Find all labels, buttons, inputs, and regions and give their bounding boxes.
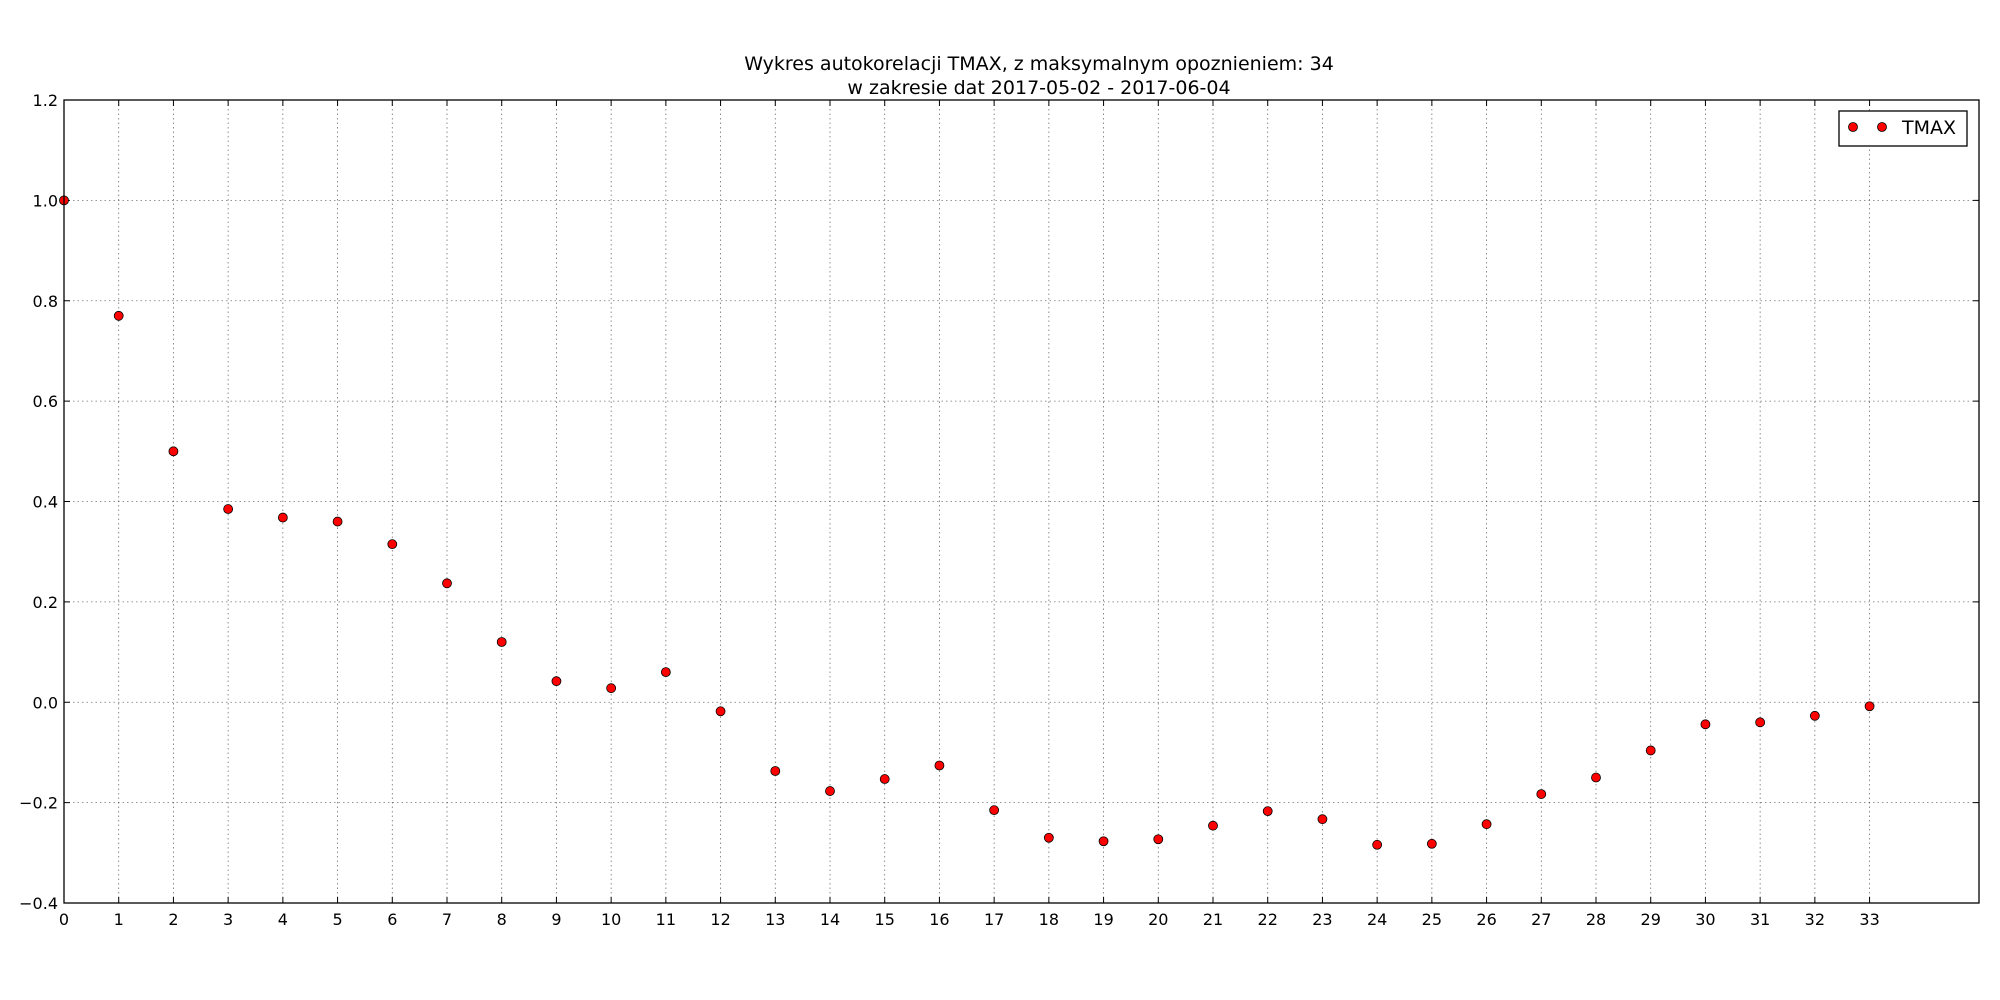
x-tick-label: 19 bbox=[1093, 910, 1113, 929]
y-tick-label: −0.4 bbox=[19, 894, 58, 913]
grid bbox=[63, 99, 1979, 904]
x-tick-label: 5 bbox=[332, 910, 342, 929]
x-tick-label: 15 bbox=[875, 910, 895, 929]
data-point bbox=[1755, 717, 1766, 728]
x-tick-label: 7 bbox=[442, 910, 452, 929]
y-tick-label: 1.0 bbox=[33, 191, 58, 210]
x-tick-label: 25 bbox=[1422, 910, 1442, 929]
x-tick-label: 12 bbox=[710, 910, 730, 929]
data-point bbox=[1098, 836, 1109, 847]
x-tick-label: 8 bbox=[497, 910, 507, 929]
data-point bbox=[1645, 745, 1656, 756]
x-tick-label: 18 bbox=[1039, 910, 1059, 929]
data-point bbox=[1262, 806, 1273, 817]
x-tick-label: 24 bbox=[1367, 910, 1387, 929]
legend-box bbox=[1838, 110, 1968, 147]
x-tick-label: 16 bbox=[929, 910, 949, 929]
x-tick-label: 0 bbox=[59, 910, 69, 929]
data-point bbox=[825, 786, 835, 796]
x-tick-label: 13 bbox=[765, 910, 785, 929]
data-point bbox=[1481, 819, 1492, 830]
data-point bbox=[1208, 820, 1218, 831]
y-tick-label: −0.2 bbox=[19, 794, 58, 813]
data-point bbox=[387, 539, 398, 550]
plot-frame bbox=[63, 99, 1980, 904]
x-tick-label: 6 bbox=[387, 910, 397, 929]
x-tick-label: 33 bbox=[1859, 910, 1879, 929]
data-point bbox=[715, 706, 726, 717]
data-point bbox=[223, 504, 234, 514]
x-tick-label: 26 bbox=[1476, 910, 1496, 929]
data-point bbox=[551, 676, 562, 687]
x-tick-label: 14 bbox=[820, 910, 840, 929]
data-point bbox=[1864, 701, 1875, 712]
chart-title: Wykres autokorelacji TMAX, z maksymalnym… bbox=[744, 53, 1334, 75]
x-tick-label: 4 bbox=[278, 910, 288, 929]
x-tick-label: 21 bbox=[1203, 910, 1223, 929]
data-point bbox=[1043, 832, 1054, 843]
x-tick-label: 22 bbox=[1258, 910, 1278, 929]
legend: TMAX bbox=[1838, 110, 1968, 147]
axis-ticks bbox=[63, 99, 1979, 904]
x-tick-label: 31 bbox=[1750, 910, 1770, 929]
data-point bbox=[1809, 710, 1820, 721]
data-point bbox=[606, 683, 617, 694]
x-tick-label: 3 bbox=[223, 910, 233, 929]
legend-marker bbox=[1877, 122, 1887, 132]
x-tick-label: 17 bbox=[984, 910, 1004, 929]
data-point bbox=[1591, 772, 1601, 783]
x-tick-label: 27 bbox=[1531, 910, 1551, 929]
x-tick-label: 29 bbox=[1641, 910, 1661, 929]
data-point bbox=[1372, 839, 1383, 850]
x-tick-label: 28 bbox=[1586, 910, 1606, 929]
data-point bbox=[989, 805, 1000, 816]
legend-marker bbox=[1848, 122, 1858, 132]
data-point bbox=[1536, 789, 1547, 799]
x-tick-label: 32 bbox=[1805, 910, 1825, 929]
x-tick-label: 2 bbox=[168, 910, 178, 929]
x-tick-label: 20 bbox=[1148, 910, 1168, 929]
data-point bbox=[1317, 814, 1328, 825]
data-point bbox=[1700, 719, 1711, 730]
y-axis-tick-labels: −0.4 −0.2 0.0 0.2 0.4 0.6 0.8 1.0 1.2 bbox=[19, 91, 58, 913]
data-point bbox=[770, 766, 781, 776]
data-point bbox=[879, 774, 890, 784]
data-point bbox=[660, 667, 671, 678]
data-point bbox=[332, 516, 343, 527]
data-points bbox=[59, 195, 1875, 850]
y-tick-label: 0.4 bbox=[33, 493, 58, 512]
data-point bbox=[1426, 838, 1437, 849]
y-tick-label: 0.2 bbox=[33, 593, 58, 612]
x-axis-tick-labels: 0 1 2 3 4 5 6 7 8 9 10 11 12 13 14 15 16 17 18 19 20 21 22 23 24… bbox=[59, 910, 1880, 929]
x-tick-label: 30 bbox=[1695, 910, 1715, 929]
data-point bbox=[277, 512, 288, 523]
y-tick-label: 0.0 bbox=[33, 693, 58, 712]
legend-label: TMAX bbox=[1901, 117, 1956, 139]
data-point bbox=[496, 637, 507, 647]
y-tick-label: 0.8 bbox=[33, 292, 58, 311]
data-point bbox=[442, 578, 452, 589]
x-tick-label: 1 bbox=[114, 910, 124, 929]
x-tick-label: 11 bbox=[656, 910, 676, 929]
chart-subtitle: w zakresie dat 2017-05-02 - 2017-06-04 bbox=[847, 77, 1230, 99]
data-point bbox=[168, 446, 179, 457]
y-tick-label: 0.6 bbox=[33, 392, 58, 411]
x-tick-label: 23 bbox=[1312, 910, 1332, 929]
y-tick-label: 1.2 bbox=[33, 91, 58, 110]
x-tick-label: 10 bbox=[601, 910, 621, 929]
data-point bbox=[113, 310, 124, 321]
x-tick-label: 9 bbox=[551, 910, 561, 929]
data-point bbox=[1153, 834, 1164, 845]
data-point bbox=[934, 760, 945, 771]
